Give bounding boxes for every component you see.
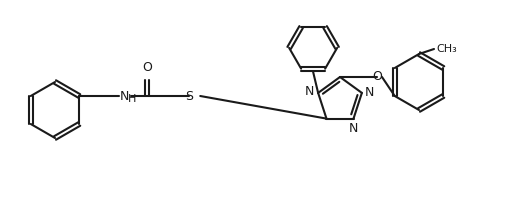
- Text: O: O: [142, 61, 152, 74]
- Text: CH₃: CH₃: [436, 44, 457, 54]
- Text: N: N: [120, 89, 130, 102]
- Text: H: H: [128, 94, 136, 104]
- Text: O: O: [372, 71, 382, 84]
- Text: N: N: [305, 85, 314, 98]
- Text: N: N: [365, 86, 374, 99]
- Text: S: S: [185, 89, 193, 102]
- Text: N: N: [349, 122, 358, 135]
